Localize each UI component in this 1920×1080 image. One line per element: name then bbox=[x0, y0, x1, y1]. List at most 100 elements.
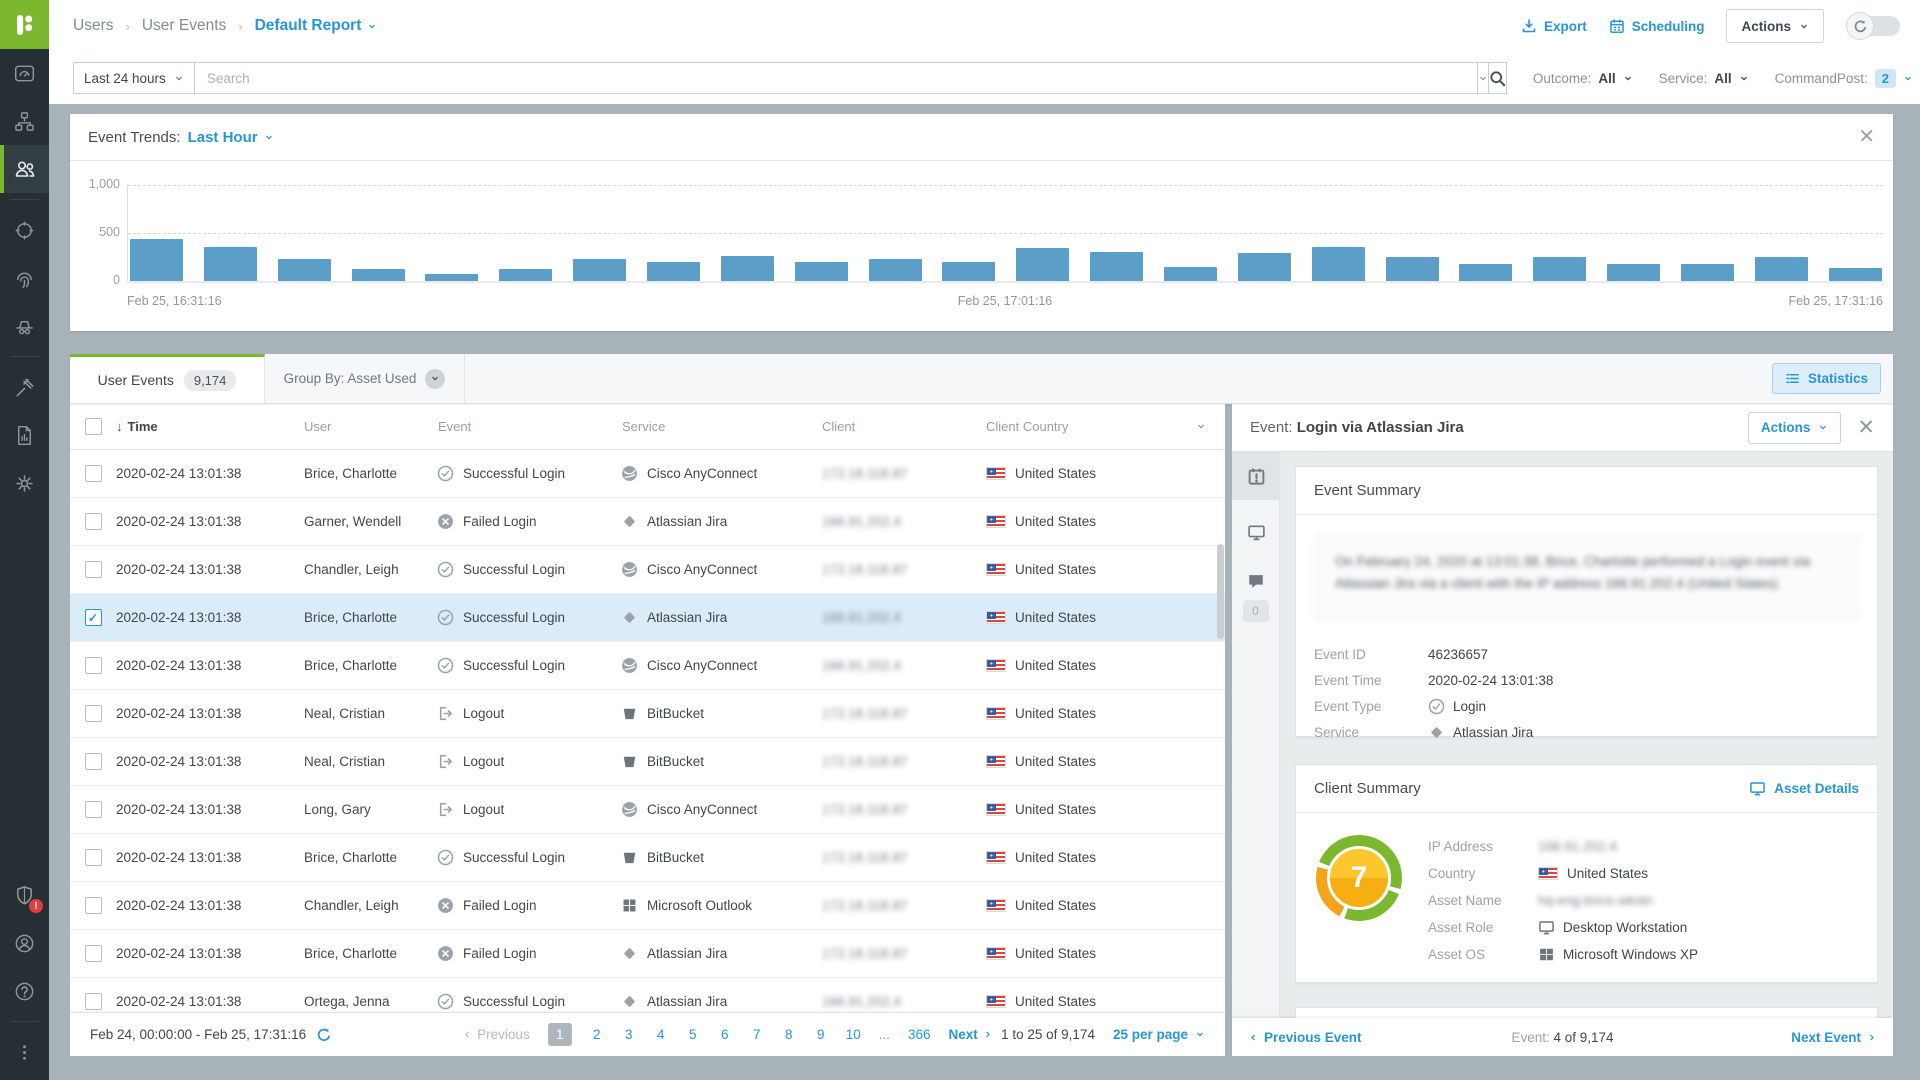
sidebar-item-help[interactable] bbox=[0, 967, 49, 1015]
column-header-client[interactable]: Client bbox=[822, 419, 856, 434]
statistics-button[interactable]: Statistics bbox=[1771, 363, 1881, 394]
page-button[interactable]: 6 bbox=[720, 1027, 729, 1042]
tab-user-events[interactable]: User Events 9,174 bbox=[70, 354, 265, 403]
trends-range-select[interactable]: Last Hour bbox=[188, 129, 274, 146]
select-all-checkbox[interactable] bbox=[84, 418, 102, 435]
page-button[interactable]: 3 bbox=[624, 1027, 633, 1042]
row-checkbox[interactable]: ✓ bbox=[84, 513, 102, 530]
row-checkbox[interactable]: ✓ bbox=[84, 609, 102, 626]
sidebar-item-dashboard[interactable] bbox=[0, 49, 49, 97]
table-row[interactable]: ✓ 2020-02-24 13:01:38 Brice, Charlotte S… bbox=[70, 834, 1225, 882]
last-page-button[interactable]: 366 bbox=[908, 1027, 931, 1042]
service-filter[interactable]: Service: All bbox=[1659, 71, 1749, 86]
page-button[interactable]: 4 bbox=[656, 1027, 665, 1042]
table-row[interactable]: ✓ 2020-02-24 13:01:38 Brice, Charlotte F… bbox=[70, 930, 1225, 978]
row-checkbox[interactable]: ✓ bbox=[84, 753, 102, 770]
export-button[interactable]: Export bbox=[1521, 18, 1587, 34]
sidebar-item-account[interactable] bbox=[0, 919, 49, 967]
sidebar-item-reports[interactable] bbox=[0, 411, 49, 459]
row-checkbox[interactable]: ✓ bbox=[84, 993, 102, 1010]
close-icon[interactable]: ✕ bbox=[1858, 126, 1875, 148]
tab-comments[interactable] bbox=[1232, 564, 1280, 598]
chart-bar bbox=[1164, 267, 1218, 281]
field-label: Asset Role bbox=[1428, 920, 1494, 935]
page-button[interactable]: 2 bbox=[592, 1027, 601, 1042]
row-checkbox[interactable]: ✓ bbox=[84, 897, 102, 914]
column-header-event[interactable]: Event bbox=[438, 419, 472, 434]
auto-refresh-toggle[interactable] bbox=[1846, 12, 1900, 40]
column-header-user[interactable]: User bbox=[304, 419, 332, 434]
row-checkbox[interactable]: ✓ bbox=[84, 849, 102, 866]
sidebar-item-more[interactable] bbox=[0, 1028, 49, 1076]
breadcrumb-users[interactable]: Users bbox=[73, 17, 114, 34]
per-page-select[interactable]: 25 per page bbox=[1113, 1027, 1205, 1042]
breadcrumb-user-events[interactable]: User Events bbox=[141, 17, 227, 34]
field-value: Login bbox=[1428, 698, 1486, 715]
sidebar-item-policy[interactable] bbox=[0, 363, 49, 411]
table-row[interactable]: ✓ 2020-02-24 13:01:38 Brice, Charlotte S… bbox=[70, 642, 1225, 690]
table-row[interactable]: ✓ 2020-02-24 13:01:38 Neal, Cristian Log… bbox=[70, 738, 1225, 786]
table-row[interactable]: ✓ 2020-02-24 13:01:38 Chandler, Leigh Fa… bbox=[70, 882, 1225, 930]
sidebar-item-threats[interactable] bbox=[0, 302, 49, 350]
outcome-filter[interactable]: Outcome: All bbox=[1533, 71, 1633, 86]
sidebar-item-forensics[interactable] bbox=[0, 254, 49, 302]
report-icon bbox=[13, 424, 36, 447]
chart-bar bbox=[720, 256, 774, 281]
scheduling-button[interactable]: Scheduling bbox=[1609, 18, 1704, 34]
column-header-service[interactable]: Service bbox=[622, 419, 666, 434]
y-axis-tick: 500 bbox=[99, 225, 120, 239]
cell-time: 2020-02-24 13:01:38 bbox=[116, 754, 242, 769]
table-row[interactable]: ✓ 2020-02-24 13:01:38 Garner, Wendell Fa… bbox=[70, 498, 1225, 546]
tab-asset-details[interactable] bbox=[1232, 508, 1280, 556]
client-ip-blurred: 172.16.118.87 bbox=[822, 706, 908, 721]
column-header-client-country[interactable]: Client Country bbox=[986, 419, 1069, 434]
row-checkbox[interactable]: ✓ bbox=[84, 801, 102, 818]
table-row[interactable]: ✓ 2020-02-24 13:01:38 Brice, Charlotte S… bbox=[70, 594, 1225, 642]
asset-details-link[interactable]: Asset Details bbox=[1749, 780, 1859, 797]
search-input[interactable] bbox=[194, 63, 1477, 93]
next-event-button[interactable]: Next Event bbox=[1791, 1030, 1877, 1045]
column-settings-dropdown[interactable] bbox=[1196, 423, 1206, 430]
table-row[interactable]: ✓ 2020-02-24 13:01:38 Chandler, Leigh Su… bbox=[70, 546, 1225, 594]
sidebar-item-users[interactable] bbox=[0, 145, 49, 193]
search-button[interactable] bbox=[1487, 62, 1507, 94]
sidebar-item-network[interactable] bbox=[0, 97, 49, 145]
time-range-select[interactable]: Last 24 hours bbox=[73, 62, 195, 94]
previous-page-button[interactable]: Previous bbox=[462, 1027, 530, 1042]
next-page-button[interactable]: Next bbox=[949, 1027, 993, 1042]
cell-time: 2020-02-24 13:01:38 bbox=[116, 850, 242, 865]
page-button[interactable]: 1 bbox=[547, 1023, 572, 1046]
page-button[interactable]: 7 bbox=[752, 1027, 761, 1042]
page-button[interactable]: 8 bbox=[784, 1027, 793, 1042]
sidebar-item-security-alerts[interactable]: ! bbox=[0, 871, 49, 919]
page-button[interactable]: 9 bbox=[816, 1027, 825, 1042]
previous-event-button[interactable]: Previous Event bbox=[1248, 1030, 1362, 1045]
row-checkbox[interactable]: ✓ bbox=[84, 465, 102, 482]
row-checkbox[interactable]: ✓ bbox=[84, 657, 102, 674]
sidebar-item-settings[interactable] bbox=[0, 459, 49, 507]
app-logo[interactable] bbox=[0, 0, 49, 49]
close-icon[interactable]: ✕ bbox=[1857, 416, 1875, 439]
cell-user: Brice, Charlotte bbox=[304, 850, 398, 865]
cell-event: Logout bbox=[437, 753, 621, 770]
tab-event-details[interactable] bbox=[1232, 452, 1280, 500]
column-header-time[interactable]: ↓ Time bbox=[116, 419, 158, 434]
refresh-icon[interactable] bbox=[316, 1027, 332, 1043]
row-checkbox[interactable]: ✓ bbox=[84, 705, 102, 722]
page-button[interactable]: 5 bbox=[688, 1027, 697, 1042]
detail-actions-button[interactable]: Actions bbox=[1747, 411, 1842, 444]
breadcrumb-current-report[interactable]: Default Report bbox=[255, 17, 378, 35]
service-icon bbox=[621, 897, 638, 914]
commandpost-filter[interactable]: CommandPost: 2 bbox=[1775, 68, 1913, 88]
table-row[interactable]: ✓ 2020-02-24 13:01:38 Ortega, Jenna Succ… bbox=[70, 978, 1225, 1012]
table-scrollbar[interactable] bbox=[1217, 544, 1224, 639]
row-checkbox[interactable]: ✓ bbox=[84, 945, 102, 962]
row-checkbox[interactable]: ✓ bbox=[84, 561, 102, 578]
table-row[interactable]: ✓ 2020-02-24 13:01:38 Brice, Charlotte S… bbox=[70, 450, 1225, 498]
tab-group-by[interactable]: Group By: Asset Used bbox=[265, 354, 465, 403]
actions-button[interactable]: Actions bbox=[1726, 9, 1824, 43]
table-row[interactable]: ✓ 2020-02-24 13:01:38 Long, Gary Logout … bbox=[70, 786, 1225, 834]
table-row[interactable]: ✓ 2020-02-24 13:01:38 Neal, Cristian Log… bbox=[70, 690, 1225, 738]
sidebar-item-target[interactable] bbox=[0, 206, 49, 254]
page-button[interactable]: 10 bbox=[845, 1027, 861, 1042]
